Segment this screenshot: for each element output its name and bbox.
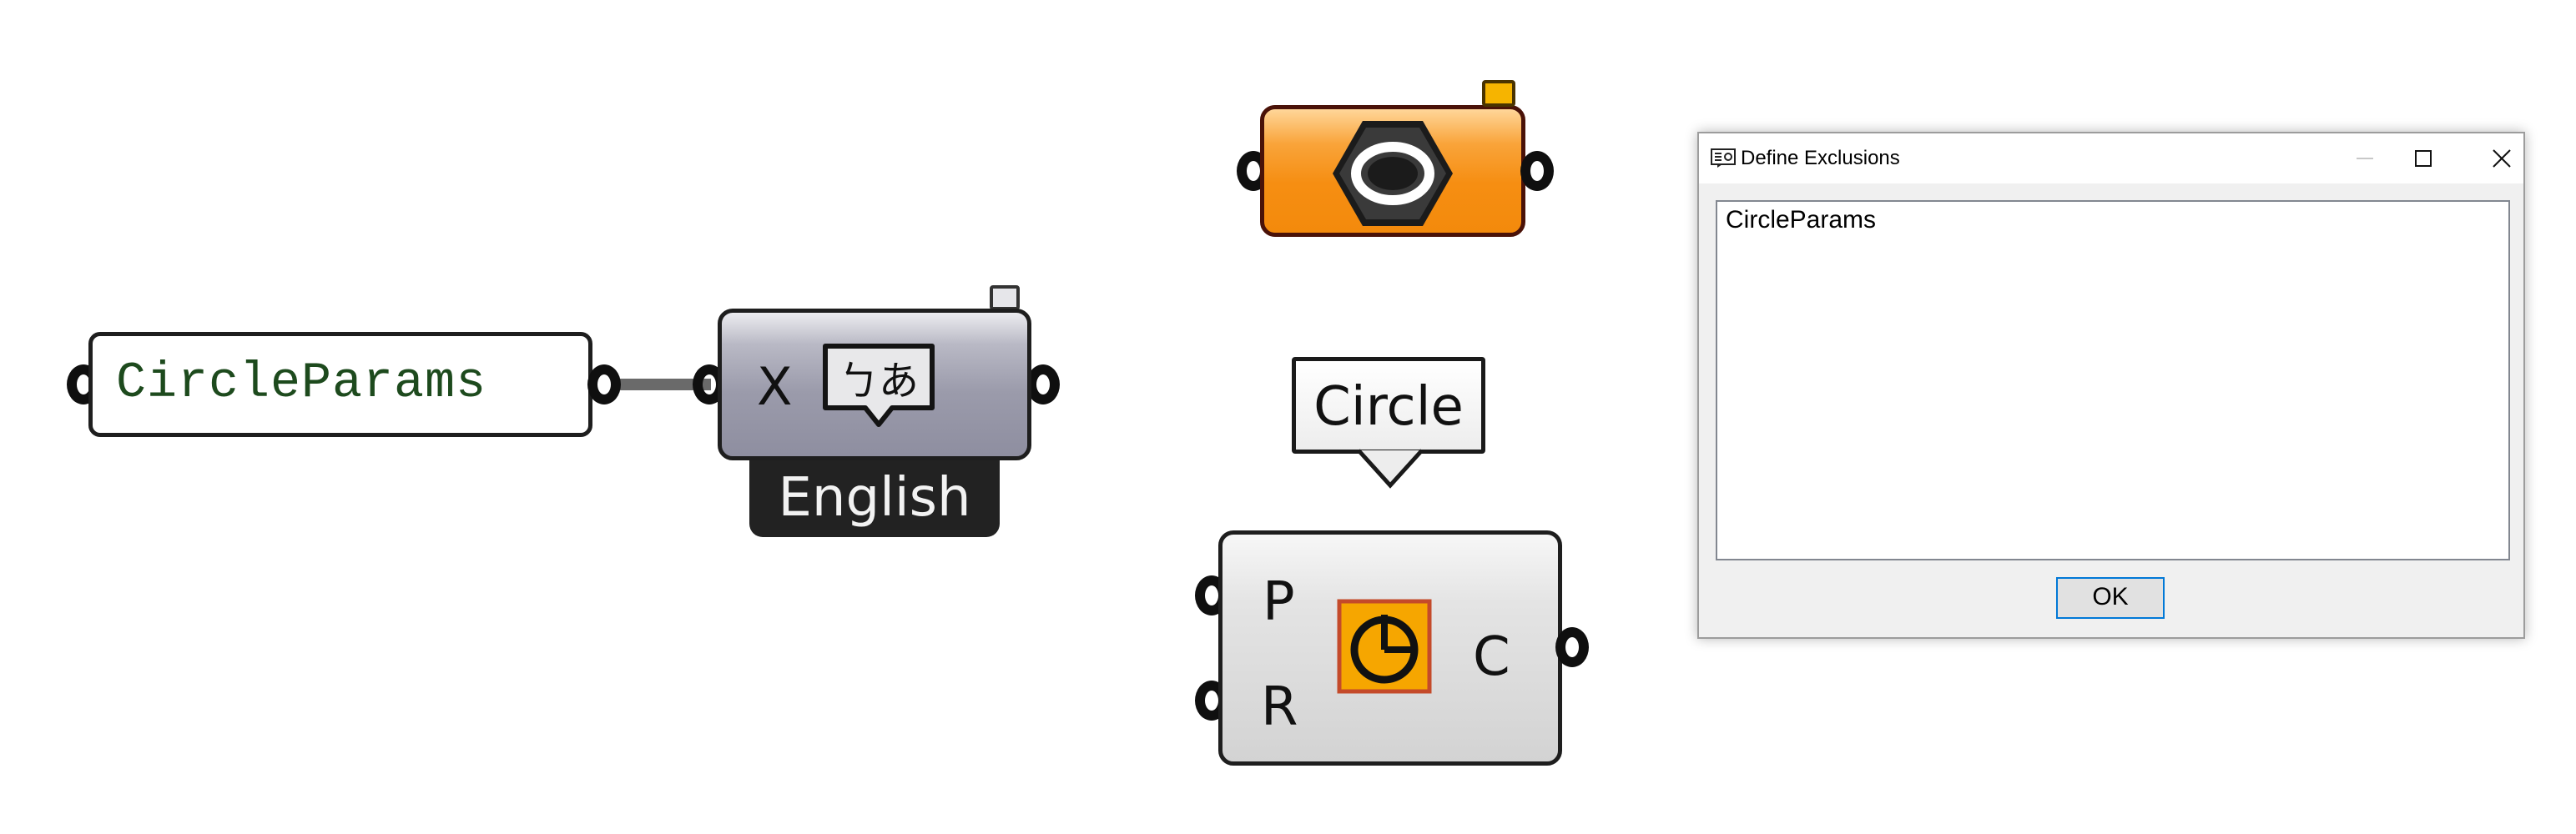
- exclusions-icon: [1711, 148, 1736, 173]
- panel-output-grip[interactable]: [587, 364, 621, 404]
- scribble-bubble[interactable]: Circle: [1292, 357, 1485, 454]
- list-item[interactable]: CircleParams: [1726, 206, 1877, 234]
- hexagon-component[interactable]: [1260, 105, 1525, 237]
- maximize-button[interactable]: [2403, 133, 2442, 183]
- dialog-titlebar[interactable]: Define Exclusions: [1699, 133, 2523, 183]
- translate-speech-bubble-icon: ㄅあ: [820, 341, 937, 438]
- circle-output-grip[interactable]: [1555, 627, 1589, 667]
- hex-message-flag[interactable]: [1482, 80, 1515, 107]
- circle-input-label-r: R: [1261, 676, 1298, 738]
- translate-icon-text: ㄅあ: [839, 358, 919, 404]
- define-exclusions-dialog[interactable]: Define Exclusions CircleParams OK: [1697, 132, 2525, 639]
- circle-component[interactable]: P R C: [1218, 530, 1562, 766]
- close-icon: [2493, 149, 2511, 168]
- dialog-title: Define Exclusions: [1741, 147, 1900, 169]
- panel-text: CircleParams: [116, 355, 487, 412]
- translate-message-flag[interactable]: [990, 285, 1020, 310]
- maximize-icon: [2415, 150, 2432, 167]
- scribble-bubble-tail: [1357, 449, 1424, 494]
- hex-output-grip[interactable]: [1520, 151, 1554, 191]
- translate-output-grip[interactable]: [1026, 364, 1060, 404]
- translate-input-label: X: [757, 356, 793, 417]
- translate-language-bar: English: [749, 450, 1000, 537]
- circle-icon: [1336, 598, 1433, 698]
- scribble-text: Circle: [1313, 376, 1464, 438]
- circle-output-label-c: C: [1473, 626, 1510, 688]
- exclusions-list[interactable]: CircleParams: [1716, 200, 2510, 560]
- minimize-icon: [2357, 158, 2373, 159]
- minimize-button: [2326, 133, 2403, 183]
- close-button[interactable]: [2480, 133, 2523, 183]
- circle-input-label-p: P: [1263, 571, 1295, 633]
- panel-component[interactable]: CircleParams: [88, 332, 592, 437]
- translate-language-label: English: [778, 467, 971, 529]
- hexagon-nut-icon: [1329, 118, 1456, 233]
- translate-component[interactable]: X ㄅあ: [718, 309, 1031, 460]
- ok-button[interactable]: OK: [2056, 577, 2165, 619]
